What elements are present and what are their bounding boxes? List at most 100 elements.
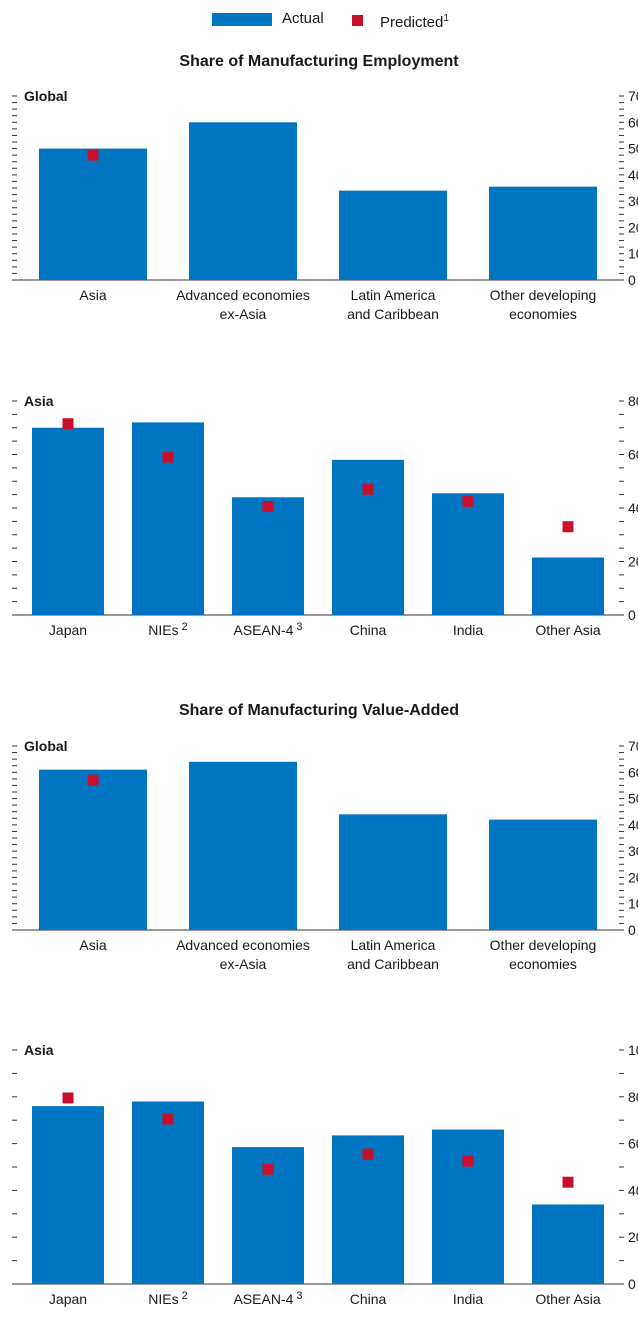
marker-predicted xyxy=(162,451,174,463)
marker-predicted xyxy=(362,483,374,495)
y-tick-label: 20 xyxy=(628,1229,638,1245)
panel-label: Asia xyxy=(24,1042,54,1058)
y-tick-label: 0 xyxy=(628,1276,636,1292)
legend-swatch-actual xyxy=(212,13,272,26)
y-tick-label: 20 xyxy=(628,554,638,570)
y-tick-label: 80 xyxy=(628,1089,638,1105)
category-label: Japan xyxy=(49,622,87,638)
category-label: Other developing xyxy=(490,937,597,953)
y-tick-label: 100 xyxy=(628,1042,638,1058)
category-label: economies xyxy=(509,306,577,322)
marker-predicted xyxy=(462,1155,474,1167)
y-tick-label: 50 xyxy=(628,791,638,807)
y-tick-label: 70 xyxy=(628,738,638,754)
category-label: and Caribbean xyxy=(347,956,439,972)
category-label: economies xyxy=(509,956,577,972)
legend-label-predicted: Predicted1 xyxy=(380,13,449,31)
category-label: Other Asia xyxy=(535,1291,601,1307)
y-tick-label: 70 xyxy=(628,88,638,104)
marker-predicted xyxy=(562,1176,574,1188)
legend-label-actual: Actual xyxy=(282,10,324,27)
category-label: China xyxy=(350,1291,387,1307)
category-label: NIEs 2 xyxy=(148,621,187,638)
marker-predicted xyxy=(87,774,99,786)
bar-actual xyxy=(189,122,297,281)
bar-actual xyxy=(339,190,447,280)
panel-label: Asia xyxy=(24,393,54,409)
y-tick-label: 40 xyxy=(628,817,638,833)
category-label: ASEAN-4 3 xyxy=(233,621,302,638)
panel-label: Global xyxy=(24,738,68,754)
y-tick-label: 50 xyxy=(628,141,638,157)
category-label: India xyxy=(453,1291,484,1307)
bar-actual xyxy=(32,1106,104,1284)
chart-employment-global: Global 0 10 20 30 40 50 60 70 Asia Advanced econom… xyxy=(12,88,638,322)
marker-predicted xyxy=(62,1092,74,1104)
y-tick-label: 20 xyxy=(628,869,638,885)
category-label: Advanced economies xyxy=(176,287,310,303)
bar-actual xyxy=(339,814,447,930)
y-tick-label: 10 xyxy=(628,896,638,912)
bar-actual xyxy=(489,819,597,930)
y-tick-label: 0 xyxy=(628,272,636,288)
y-tick-label: 60 xyxy=(628,447,638,463)
category-label: NIEs 2 xyxy=(148,1290,187,1307)
category-label: and Caribbean xyxy=(347,306,439,322)
category-label: Latin America xyxy=(351,287,436,303)
y-tick-label: 10 xyxy=(628,246,638,262)
bar-actual xyxy=(39,148,147,280)
y-tick-label: 30 xyxy=(628,193,638,209)
category-footnote: 3 xyxy=(296,1290,302,1302)
category-label: Advanced economies xyxy=(176,937,310,953)
y-tick-label: 40 xyxy=(628,500,638,516)
marker-predicted xyxy=(262,501,274,513)
legend-item-actual: Actual xyxy=(212,9,332,29)
y-tick-label: 20 xyxy=(628,219,638,235)
category-label: ASEAN-4 3 xyxy=(233,1290,302,1307)
y-tick-label: 40 xyxy=(628,1182,638,1198)
marker-predicted xyxy=(562,521,574,533)
category-label: Asia xyxy=(79,287,106,303)
y-tick-label: 60 xyxy=(628,1136,638,1152)
category-footnote: 3 xyxy=(296,621,302,633)
bar-actual xyxy=(489,186,597,280)
y-tick-label: 0 xyxy=(628,922,636,938)
y-tick-label: 0 xyxy=(628,607,636,623)
category-label: Asia xyxy=(79,937,106,953)
panel-label: Global xyxy=(24,88,68,104)
legend: Actual Predicted1 xyxy=(0,0,638,34)
category-label: Latin America xyxy=(351,937,436,953)
category-footnote: 2 xyxy=(182,621,188,633)
bar-actual xyxy=(532,557,604,615)
y-tick-label: 40 xyxy=(628,167,638,183)
category-label: ex-Asia xyxy=(220,956,267,972)
y-tick-label: 60 xyxy=(628,114,638,130)
bar-actual xyxy=(332,1135,404,1284)
bar-actual xyxy=(132,1101,204,1284)
marker-predicted xyxy=(162,1113,174,1125)
section-title-employment: Share of Manufacturing Employment xyxy=(179,53,459,70)
bar-actual xyxy=(189,761,297,930)
y-tick-label: 80 xyxy=(628,393,638,409)
category-footnote: 2 xyxy=(182,1290,188,1302)
bar-actual xyxy=(532,1204,604,1284)
marker-predicted xyxy=(262,1163,274,1175)
bar-actual xyxy=(132,422,204,615)
marker-predicted xyxy=(87,149,99,161)
category-label: Other Asia xyxy=(535,622,601,638)
category-label: China xyxy=(350,622,387,638)
category-label: Japan xyxy=(49,1291,87,1307)
legend-footnote-predicted: 1 xyxy=(443,13,449,24)
legend-swatch-predicted xyxy=(352,15,363,26)
y-tick-label: 30 xyxy=(628,843,638,859)
bar-actual xyxy=(432,1129,504,1284)
bar-actual xyxy=(232,497,304,615)
section-title-value-added: Share of Manufacturing Value-Added xyxy=(178,702,460,719)
category-label: India xyxy=(453,622,484,638)
marker-predicted xyxy=(62,418,74,430)
bar-actual xyxy=(32,427,104,615)
category-label: Other developing xyxy=(490,287,597,303)
marker-predicted xyxy=(462,495,474,507)
